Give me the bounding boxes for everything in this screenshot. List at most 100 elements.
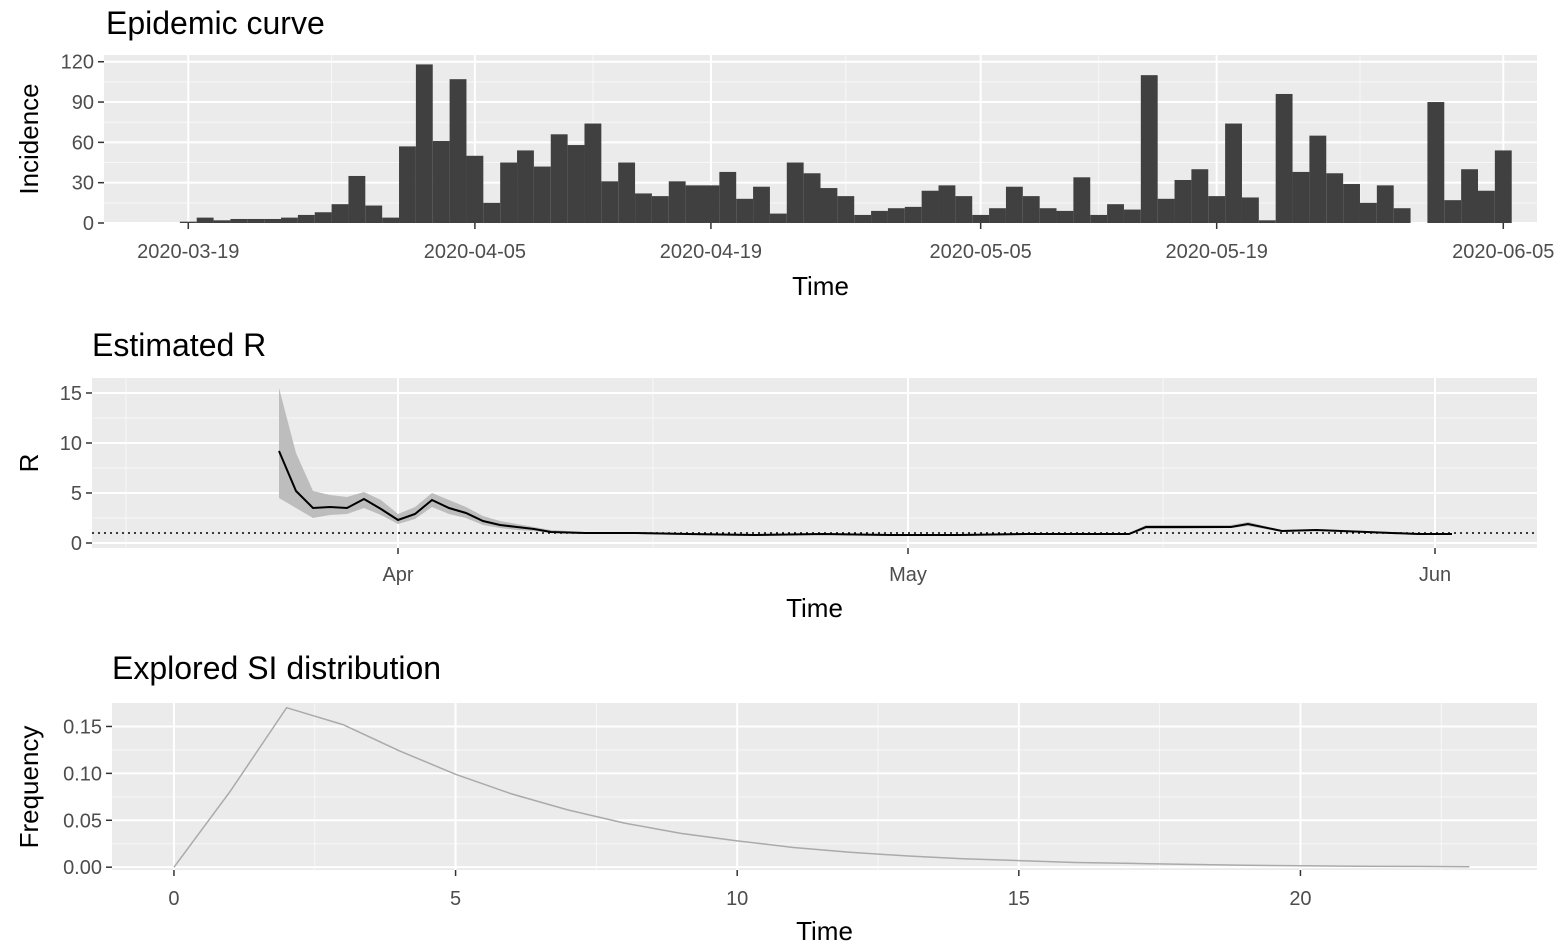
bar — [1326, 173, 1344, 223]
bar — [685, 185, 703, 223]
chart-title: Explored SI distribution — [112, 650, 441, 686]
si-distribution-line — [173, 706, 1470, 868]
y-tick-label: 0.15 — [63, 716, 102, 738]
bar — [196, 217, 214, 223]
bar — [466, 155, 484, 223]
chart-title: Epidemic curve — [106, 5, 325, 41]
y-axis: 0 30 60 90 120 — [61, 52, 104, 235]
y-tick-label: 120 — [61, 52, 94, 74]
bar — [702, 185, 720, 223]
x-axis-title: Time — [792, 271, 849, 301]
bar — [904, 206, 922, 223]
bar — [1225, 123, 1242, 223]
bar — [1477, 190, 1495, 223]
bar — [769, 213, 787, 223]
x-tick-label: 5 — [450, 888, 461, 910]
bar — [618, 162, 636, 223]
gridlines — [112, 703, 1537, 870]
bar — [871, 210, 888, 223]
bar — [668, 181, 686, 223]
x-tick-label: 2020-03-19 — [137, 241, 239, 263]
bar — [382, 217, 400, 223]
bar — [331, 204, 349, 223]
bar — [1444, 200, 1462, 223]
chart-0: Epidemic curve Time Incidence 0 30 60 90 120 202… — [14, 5, 1554, 301]
x-tick-label: 0 — [168, 888, 179, 910]
bar — [399, 146, 416, 223]
y-tick-label: 90 — [72, 92, 94, 114]
bar — [550, 134, 568, 223]
x-axis: 2020-03-19 2020-04-05 2020-04-19 2020-05-05… — [137, 223, 1554, 263]
y-axis-title: Frequency — [14, 726, 44, 849]
bar — [483, 202, 501, 223]
y-tick-label: 0.00 — [63, 857, 102, 879]
y-tick-label: 0.10 — [63, 763, 102, 785]
bar — [1241, 197, 1259, 223]
x-tick-label: 2020-04-19 — [660, 241, 762, 263]
bar — [972, 214, 990, 223]
y-tick-label: 5 — [71, 483, 82, 505]
x-tick-label: 2020-05-05 — [930, 241, 1032, 263]
bar — [1275, 93, 1293, 223]
bar — [1376, 185, 1394, 223]
y-tick-label: 15 — [60, 383, 82, 405]
x-tick-label: 10 — [726, 888, 748, 910]
y-axis-title: R — [14, 454, 44, 473]
bar — [1107, 204, 1124, 223]
gridlines — [92, 378, 1537, 548]
bar — [314, 212, 332, 223]
bar — [820, 188, 838, 223]
y-tick-label: 0.05 — [63, 810, 102, 832]
y-tick-label: 0 — [83, 213, 94, 235]
bar — [921, 190, 939, 223]
bar — [1292, 171, 1310, 223]
r-estimate-line — [278, 450, 1452, 537]
bar — [887, 208, 905, 223]
bar — [837, 196, 855, 223]
bar — [854, 214, 872, 223]
bar — [348, 175, 366, 223]
bar — [955, 196, 973, 223]
bar — [786, 162, 804, 223]
plot-panel — [92, 378, 1537, 548]
bars — [179, 64, 1512, 224]
bar — [584, 123, 602, 223]
bar — [281, 217, 298, 223]
bar — [989, 208, 1006, 223]
bar — [1191, 169, 1209, 223]
bar — [719, 171, 737, 223]
bar — [365, 205, 383, 223]
bar — [1427, 102, 1445, 223]
bar — [1022, 196, 1040, 223]
bar — [753, 186, 770, 223]
x-tick-label: 2020-05-19 — [1166, 241, 1268, 263]
bar — [635, 193, 652, 223]
bar — [449, 79, 467, 223]
bar — [1090, 214, 1108, 223]
x-tick-label: 2020-06-05 — [1452, 241, 1554, 263]
bar — [432, 141, 450, 223]
x-tick-label: 2020-04-05 — [424, 241, 526, 263]
chart-2: Explored SI distribution Time Frequency 0.0… — [14, 650, 1537, 946]
bar — [179, 221, 197, 223]
bar — [213, 220, 231, 223]
bar — [1005, 186, 1023, 223]
bar — [1174, 179, 1192, 223]
chart-title: Estimated R — [92, 327, 266, 363]
bar — [264, 218, 282, 223]
y-axis: 0.00 0.05 0.10 0.15 — [63, 716, 112, 879]
x-axis: Apr May Jun — [382, 548, 1451, 586]
bar — [1073, 177, 1091, 223]
bar — [517, 150, 534, 223]
x-axis-title: Time — [796, 916, 853, 946]
bar — [500, 162, 518, 223]
bar — [1258, 220, 1276, 223]
x-tick-label: 15 — [1008, 888, 1030, 910]
confidence-band — [279, 388, 1452, 536]
bar — [1123, 209, 1141, 223]
x-tick-label: Apr — [382, 564, 413, 586]
bar — [803, 173, 821, 223]
bar — [1309, 135, 1327, 223]
bar — [567, 145, 585, 223]
